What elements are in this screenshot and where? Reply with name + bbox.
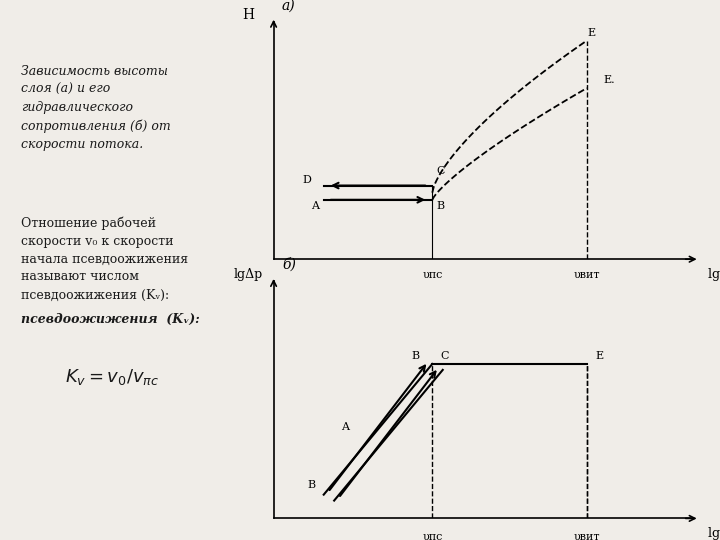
Text: B: B — [436, 201, 445, 211]
Text: C: C — [441, 351, 449, 361]
Text: lg υ: lg υ — [708, 528, 720, 540]
Text: E.: E. — [603, 76, 615, 85]
Text: H: H — [243, 8, 255, 22]
Text: Отношение рабочей
скорости v₀ к скорости
начала псевдоожижения
называют числом
п: Отношение рабочей скорости v₀ к скорости… — [21, 216, 188, 301]
Text: E: E — [587, 28, 595, 38]
Text: υвит: υвит — [574, 532, 600, 540]
Text: а): а) — [282, 0, 296, 13]
Text: lgΔp: lgΔp — [234, 268, 264, 281]
Text: C: C — [436, 166, 445, 176]
Text: E: E — [595, 351, 603, 361]
Text: A: A — [341, 422, 348, 433]
Text: υπс: υπс — [422, 270, 443, 280]
Text: D: D — [302, 175, 312, 185]
Text: A: A — [311, 201, 320, 211]
Text: υπс: υπс — [422, 532, 443, 540]
Text: lg υ: lg υ — [708, 268, 720, 281]
Text: υвит: υвит — [574, 270, 600, 280]
Text: псевдоожижения  (Kᵥ):: псевдоожижения (Kᵥ): — [21, 313, 199, 326]
Text: B: B — [412, 351, 420, 361]
Text: B: B — [307, 480, 315, 490]
Text: Зависимость высоты
слоя (а) и его
гидравлического
сопротивления (б) от
скорости : Зависимость высоты слоя (а) и его гидрав… — [21, 65, 171, 151]
Text: б): б) — [282, 258, 296, 272]
Text: $K_v=v_0/v_{\pi c}$: $K_v=v_0/v_{\pi c}$ — [65, 367, 159, 387]
